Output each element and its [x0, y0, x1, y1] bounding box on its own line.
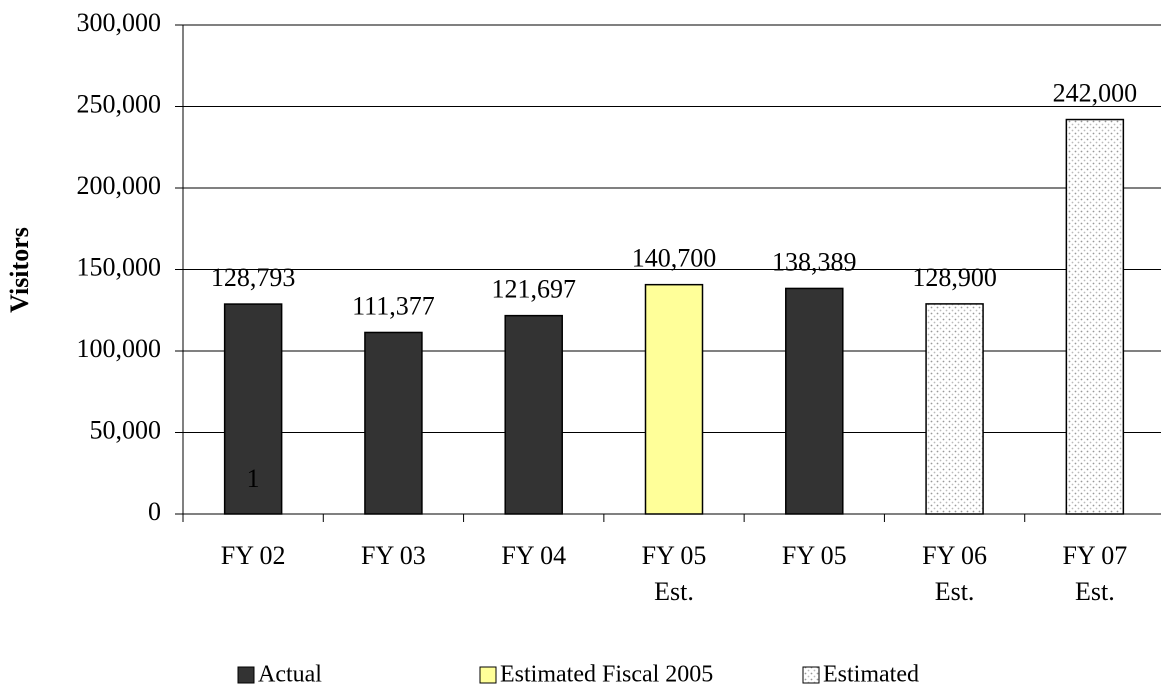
- y-tick-label: 0: [148, 497, 161, 526]
- x-tick-label: FY 06 Est.: [922, 541, 987, 606]
- legend-swatch: [802, 666, 820, 684]
- legend-label: Estimated: [823, 662, 919, 686]
- x-tick-label: FY 02: [221, 541, 286, 570]
- y-tick-label: 50,000: [90, 415, 162, 444]
- legend-swatch: [479, 666, 497, 684]
- bar: [364, 331, 423, 515]
- data-label: 121,697: [491, 275, 576, 304]
- y-tick-label: 200,000: [77, 171, 162, 200]
- data-label: 128,900: [912, 263, 997, 292]
- y-tick-label: 150,000: [77, 252, 162, 281]
- data-label: 128,793: [211, 263, 296, 292]
- y-tick-label: 300,000: [77, 8, 162, 37]
- y-tick-label: 250,000: [77, 89, 162, 118]
- annotation: 1: [247, 464, 260, 493]
- x-tick-label: FY 05: [782, 541, 847, 570]
- data-label: 140,700: [632, 244, 717, 273]
- x-tick-label: FY 07 Est.: [1062, 541, 1127, 606]
- x-tick-label: FY 03: [361, 541, 426, 570]
- y-axis-label: Visitors: [5, 227, 34, 313]
- x-tick-label: FY 05 Est.: [642, 541, 707, 606]
- data-label: 111,377: [352, 291, 435, 320]
- bar: [644, 283, 704, 515]
- x-tick-label: FY 04: [501, 541, 566, 570]
- bar: [1065, 118, 1125, 515]
- data-label: 138,389: [772, 247, 857, 276]
- legend-label: Estimated Fiscal 2005: [500, 662, 713, 686]
- bar: [223, 303, 283, 515]
- bar: [925, 303, 984, 515]
- bar: [785, 287, 844, 515]
- data-label: 242,000: [1053, 79, 1138, 108]
- bar: [504, 314, 563, 515]
- legend-swatch: [237, 666, 255, 684]
- y-tick-label: 100,000: [77, 334, 162, 363]
- legend-label: Actual: [258, 662, 322, 686]
